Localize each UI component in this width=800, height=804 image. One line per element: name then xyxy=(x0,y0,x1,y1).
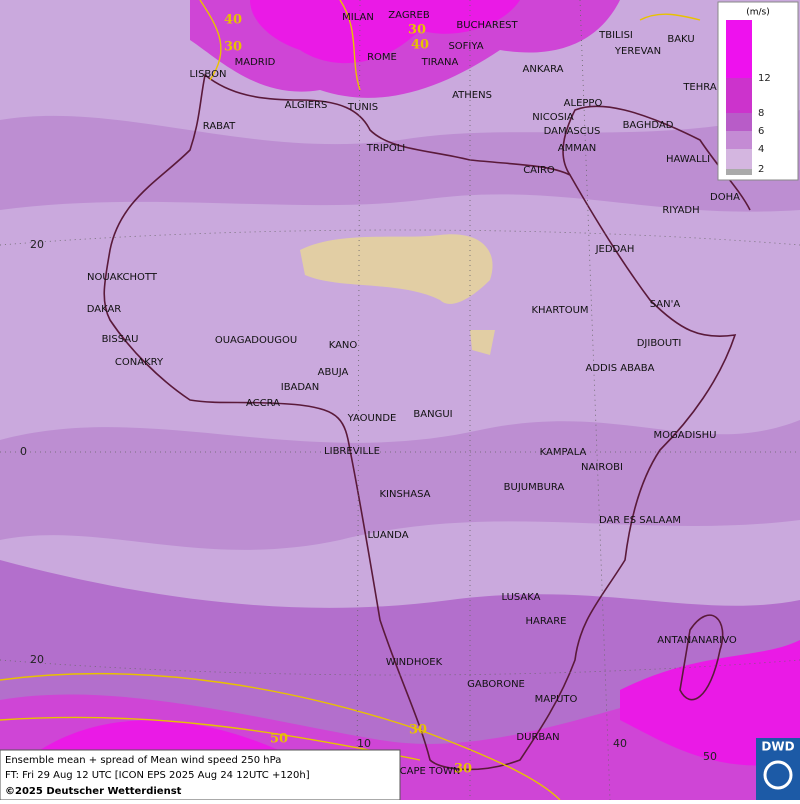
legend-levels: 12 8 6 4 2 xyxy=(758,73,771,175)
caption-line: ©2025 Deutscher Wetterdienst xyxy=(5,786,182,797)
city-label: AMMAN xyxy=(558,143,596,154)
city-label: HAWALLI xyxy=(666,154,710,165)
city-label: RIYADH xyxy=(662,205,699,216)
contour-label: 30 xyxy=(224,40,242,55)
city-label: ANKARA xyxy=(523,64,564,75)
city-label: LISBON xyxy=(190,69,227,80)
city-label: ATHENS xyxy=(452,90,492,101)
city-label: GABORONE xyxy=(467,679,525,690)
contour-label: 30 xyxy=(454,762,472,777)
logo-box xyxy=(756,738,800,800)
city-label: CAPE TOWN xyxy=(400,766,461,777)
city-label: TUNIS xyxy=(347,102,378,113)
grid-label: 10 xyxy=(357,737,371,750)
city-label: TBILISI xyxy=(598,30,633,41)
city-label: DJIBOUTI xyxy=(637,338,682,349)
city-label: NICOSIA xyxy=(532,112,574,123)
city-label: DURBAN xyxy=(516,732,559,743)
city-label: LIBREVILLE xyxy=(324,446,380,457)
contour-label: 40 xyxy=(224,13,242,28)
contour-label: 40 xyxy=(411,38,429,53)
city-label: ZAGREB xyxy=(388,10,430,21)
grid-label: 50 xyxy=(703,750,717,763)
city-label: HARARE xyxy=(525,616,566,627)
grid-label: 40 xyxy=(613,737,627,750)
legend-level: 12 xyxy=(758,73,771,84)
city-label: YAOUNDE xyxy=(347,413,397,424)
city-label: TIRANA xyxy=(421,57,459,68)
city-label: DAMASCUS xyxy=(544,126,601,137)
city-label: ROME xyxy=(367,52,397,63)
grid-label: 20 xyxy=(30,238,44,251)
city-label: JEDDAH xyxy=(595,244,635,255)
city-label: TRIPOLI xyxy=(366,143,405,154)
contour-label: 50 xyxy=(270,732,288,747)
city-label: LUANDA xyxy=(367,530,408,541)
city-label: BISSAU xyxy=(102,334,139,345)
city-label: NOUAKCHOTT xyxy=(87,272,158,283)
grid-label: 20 xyxy=(30,653,44,666)
city-label: KHARTOUM xyxy=(531,305,588,316)
contour-label: 30 xyxy=(408,23,426,38)
city-label: KAMPALA xyxy=(540,447,587,458)
logo-icon xyxy=(763,760,793,790)
legend-colors xyxy=(726,20,752,175)
city-label: SAN'A xyxy=(650,299,681,310)
city-label: BUJUMBURA xyxy=(504,482,565,493)
city-label: BAGHDAD xyxy=(623,120,674,131)
labels: MILAN ZAGREB BUCHAREST TBILISI BAKU YEREVAN MA… xyxy=(20,10,740,777)
city-label: ACCRA xyxy=(246,398,280,409)
city-label: TEHRA xyxy=(682,82,716,93)
legend-level: 2 xyxy=(758,164,764,175)
legend-unit: (m/s) xyxy=(746,8,770,18)
city-label: NAIROBI xyxy=(581,462,623,473)
city-label: DAR ES SALAAM xyxy=(599,515,681,526)
legend-level: 4 xyxy=(758,144,764,155)
city-label: BAKU xyxy=(667,34,694,45)
city-label: BUCHAREST xyxy=(456,20,518,31)
city-label: RABAT xyxy=(203,121,236,132)
city-label: CAIRO xyxy=(523,165,555,176)
legend-level: 6 xyxy=(758,126,764,137)
legend-level: 8 xyxy=(758,108,764,119)
city-label: KINSHASA xyxy=(379,489,430,500)
city-label: ADDIS ABABA xyxy=(586,363,655,374)
contours xyxy=(0,0,701,801)
city-label: ANTANANARIVO xyxy=(657,635,737,646)
city-label: CONAKRY xyxy=(115,357,164,368)
city-label: MAPUTO xyxy=(535,694,578,705)
city-label: ABUJA xyxy=(318,367,349,378)
city-label: DAKAR xyxy=(87,304,122,315)
city-label: BANGUI xyxy=(413,409,452,420)
city-label: WINDHOEK xyxy=(386,657,443,668)
caption-line: Ensemble mean + spread of Mean wind spee… xyxy=(5,755,281,766)
city-label: MOGADISHU xyxy=(654,430,717,441)
contour-label: 30 xyxy=(409,723,427,738)
city-label: LUSAKA xyxy=(502,592,541,603)
caption-line: FT: Fri 29 Aug 12 UTC [ICON EPS 2025 Aug… xyxy=(5,770,310,781)
city-label: MADRID xyxy=(235,57,276,68)
city-label: OUAGADOUGOU xyxy=(215,335,297,346)
city-label: ALGIERS xyxy=(285,100,328,111)
city-label: ALEPPO xyxy=(564,98,603,109)
city-label: MILAN xyxy=(342,12,374,23)
grid-label: 0 xyxy=(20,445,27,458)
city-label: DOHA xyxy=(710,192,740,203)
city-label: SOFIYA xyxy=(448,41,483,52)
city-label: YEREVAN xyxy=(614,46,661,57)
city-label: KANO xyxy=(329,340,358,351)
caption-box xyxy=(0,749,401,801)
city-label: IBADAN xyxy=(281,382,320,393)
logo: DWD xyxy=(761,740,794,754)
